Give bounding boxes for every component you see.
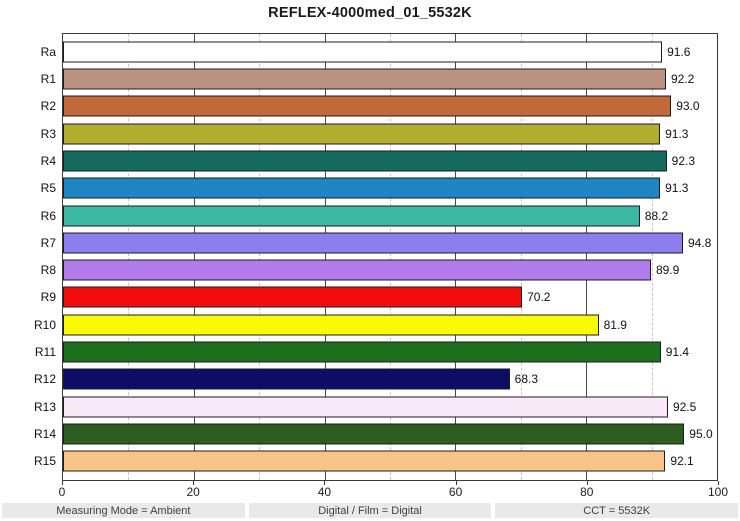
- minor-gridline-10: [128, 34, 130, 480]
- bar-row-R2: R2 93.0: [41, 93, 717, 120]
- bar-R13: [63, 396, 668, 418]
- category-label-R8: R8: [40, 263, 56, 278]
- bar-R2: [63, 95, 672, 117]
- category-label-R2: R2: [40, 99, 56, 114]
- x-tick-mark-0: [62, 481, 63, 485]
- bar-R12: [63, 368, 510, 390]
- bar-row-Ra: Ra 91.6: [41, 38, 717, 65]
- category-label-R7: R7: [40, 235, 56, 250]
- chart-title: REFLEX-4000med_01_5532K: [268, 5, 472, 21]
- x-tick-label-0: 0: [58, 485, 66, 499]
- x-axis: 0 20 40 60 80 100: [0, 481, 740, 503]
- value-label-R15: 92.1: [670, 454, 694, 469]
- bar-Ra: [63, 41, 663, 63]
- bar-row-R4: R4 92.3: [41, 147, 717, 174]
- minor-gridline-50: [390, 34, 391, 480]
- bar-rows: Ra 91.6 R1 92.2 R2 93.0 R3 91.3 R4 92.3 R5 91.3 R6 88…: [34, 34, 717, 480]
- bar-R7: [63, 232, 683, 254]
- bar-R9: [63, 286, 523, 308]
- category-label-R14: R14: [33, 427, 56, 442]
- category-label-R12: R12: [33, 372, 56, 387]
- x-tick-mark-20: [193, 481, 195, 485]
- minor-gridline-70: [520, 34, 522, 480]
- x-tick-mark-40: [324, 481, 326, 485]
- x-tick-label-20: 20: [186, 485, 200, 499]
- x-tick-mark-60: [455, 481, 457, 485]
- major-gridline-20: [193, 34, 195, 480]
- bar-row-R1: R1 92.2: [41, 65, 717, 92]
- bar-R10: [63, 314, 599, 336]
- category-label-R10: R10: [33, 317, 56, 332]
- value-label-R1: 92.2: [670, 71, 695, 86]
- value-label-R4: 92.3: [671, 153, 695, 168]
- value-label-R7: 94.8: [687, 235, 712, 250]
- value-label-R14: 95.0: [689, 427, 713, 442]
- category-label-R4: R4: [40, 153, 56, 168]
- bar-R15: [63, 450, 666, 472]
- bar-row-R14: R14 95.0: [34, 420, 717, 447]
- bar-R1: [63, 68, 666, 90]
- category-label-R6: R6: [40, 208, 56, 223]
- value-label-Ra: 91.6: [667, 44, 691, 59]
- bar-row-R13: R13 92.5: [34, 393, 717, 420]
- category-label-R13: R13: [33, 399, 56, 414]
- status-measuring-mode: Measuring Mode = Ambient: [2, 503, 245, 518]
- bar-row-R10: R10 81.9: [34, 311, 717, 338]
- x-tick-label-40: 40: [317, 485, 332, 499]
- x-tick-label-100: 100: [707, 485, 729, 499]
- bar-row-R9: R9 70.2: [41, 284, 717, 311]
- status-bar: Measuring Mode = Ambient Digital / Film …: [0, 503, 740, 518]
- value-label-R2: 93.0: [676, 99, 700, 114]
- value-label-R10: 81.9: [603, 317, 627, 332]
- plot-area: Ra 91.6 R1 92.2 R2 93.0 R3 91.3 R4 92.3 R5 91.3 R6 88…: [34, 33, 718, 481]
- bar-R6: [63, 205, 640, 227]
- bar-R5: [63, 177, 661, 199]
- category-label-R11: R11: [34, 345, 56, 360]
- category-label-Ra: Ra: [40, 44, 56, 59]
- category-label-R15: R15: [33, 454, 56, 469]
- bar-R11: [63, 341, 661, 363]
- bar-row-R15: R15 92.1: [34, 448, 717, 475]
- bar-row-R11: R11 91.4: [35, 338, 717, 365]
- bar-R8: [63, 259, 651, 281]
- category-label-R1: R1: [40, 71, 56, 86]
- bar-R3: [63, 123, 661, 145]
- value-label-R5: 91.3: [665, 181, 689, 196]
- bar-row-R6: R6 88.2: [41, 202, 717, 229]
- status-cct: CCT = 5532K: [495, 503, 739, 518]
- bar-R14: [63, 423, 685, 445]
- value-label-R13: 92.5: [672, 399, 697, 414]
- bar-row-R5: R5 91.3: [41, 175, 717, 202]
- major-gridline-80: [586, 34, 588, 480]
- minor-gridline-30: [259, 34, 261, 480]
- value-label-R6: 88.2: [644, 208, 669, 223]
- value-label-R9: 70.2: [527, 290, 551, 305]
- value-label-R11: 91.4: [665, 345, 690, 360]
- major-gridline-40: [324, 34, 326, 480]
- category-label-R3: R3: [40, 126, 56, 141]
- x-tick-label-60: 60: [448, 485, 463, 499]
- x-tick-label-80: 80: [580, 485, 594, 499]
- category-label-R5: R5: [40, 181, 56, 196]
- value-label-R8: 89.9: [655, 263, 680, 278]
- x-tick-mark-100: [718, 481, 719, 485]
- bar-row-R3: R3 91.3: [41, 120, 717, 147]
- major-gridline-60: [455, 34, 457, 480]
- bar-row-R7: R7 94.8: [41, 229, 717, 256]
- bar-R4: [63, 150, 667, 172]
- x-tick-mark-80: [586, 481, 588, 485]
- bar-row-R8: R8 89.9: [41, 257, 717, 284]
- value-label-R12: 68.3: [514, 372, 539, 387]
- minor-gridline-90: [651, 34, 653, 480]
- bar-row-R12: R12 68.3: [34, 366, 717, 393]
- status-digital-film: Digital / Film = Digital: [248, 503, 492, 518]
- value-label-R3: 91.3: [665, 126, 689, 141]
- category-label-R9: R9: [40, 290, 56, 305]
